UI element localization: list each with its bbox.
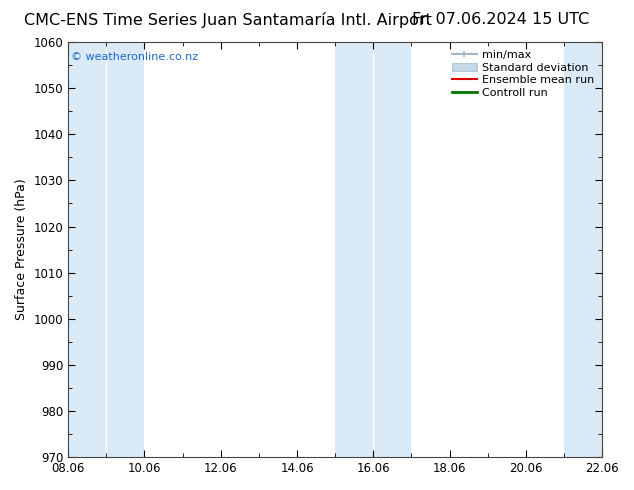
Y-axis label: Surface Pressure (hPa): Surface Pressure (hPa) <box>15 179 28 320</box>
Bar <box>373 42 411 457</box>
Bar <box>68 42 107 457</box>
Text: Fr. 07.06.2024 15 UTC: Fr. 07.06.2024 15 UTC <box>412 12 590 27</box>
Legend: min/max, Standard deviation, Ensemble mean run, Controll run: min/max, Standard deviation, Ensemble me… <box>450 48 597 100</box>
Bar <box>335 42 373 457</box>
Text: © weatheronline.co.nz: © weatheronline.co.nz <box>71 52 198 62</box>
Bar <box>107 42 145 457</box>
Bar <box>564 42 602 457</box>
Text: CMC-ENS Time Series Juan Santamaría Intl. Airport: CMC-ENS Time Series Juan Santamaría Intl… <box>24 12 432 28</box>
